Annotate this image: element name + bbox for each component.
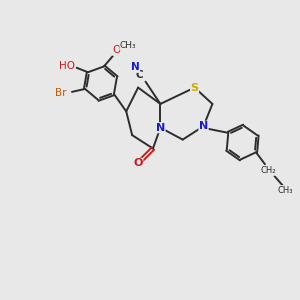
Text: N: N <box>131 62 140 72</box>
Text: S: S <box>190 82 199 93</box>
Text: CH₂: CH₂ <box>261 166 276 175</box>
Text: C: C <box>136 70 143 80</box>
Text: CH₃: CH₃ <box>120 41 136 50</box>
Text: O: O <box>112 45 121 55</box>
Text: N: N <box>156 123 165 133</box>
Text: N: N <box>199 121 208 131</box>
Text: CH₃: CH₃ <box>278 185 293 194</box>
Text: HO: HO <box>58 61 75 71</box>
Text: O: O <box>134 158 143 168</box>
Text: Br: Br <box>55 88 66 98</box>
